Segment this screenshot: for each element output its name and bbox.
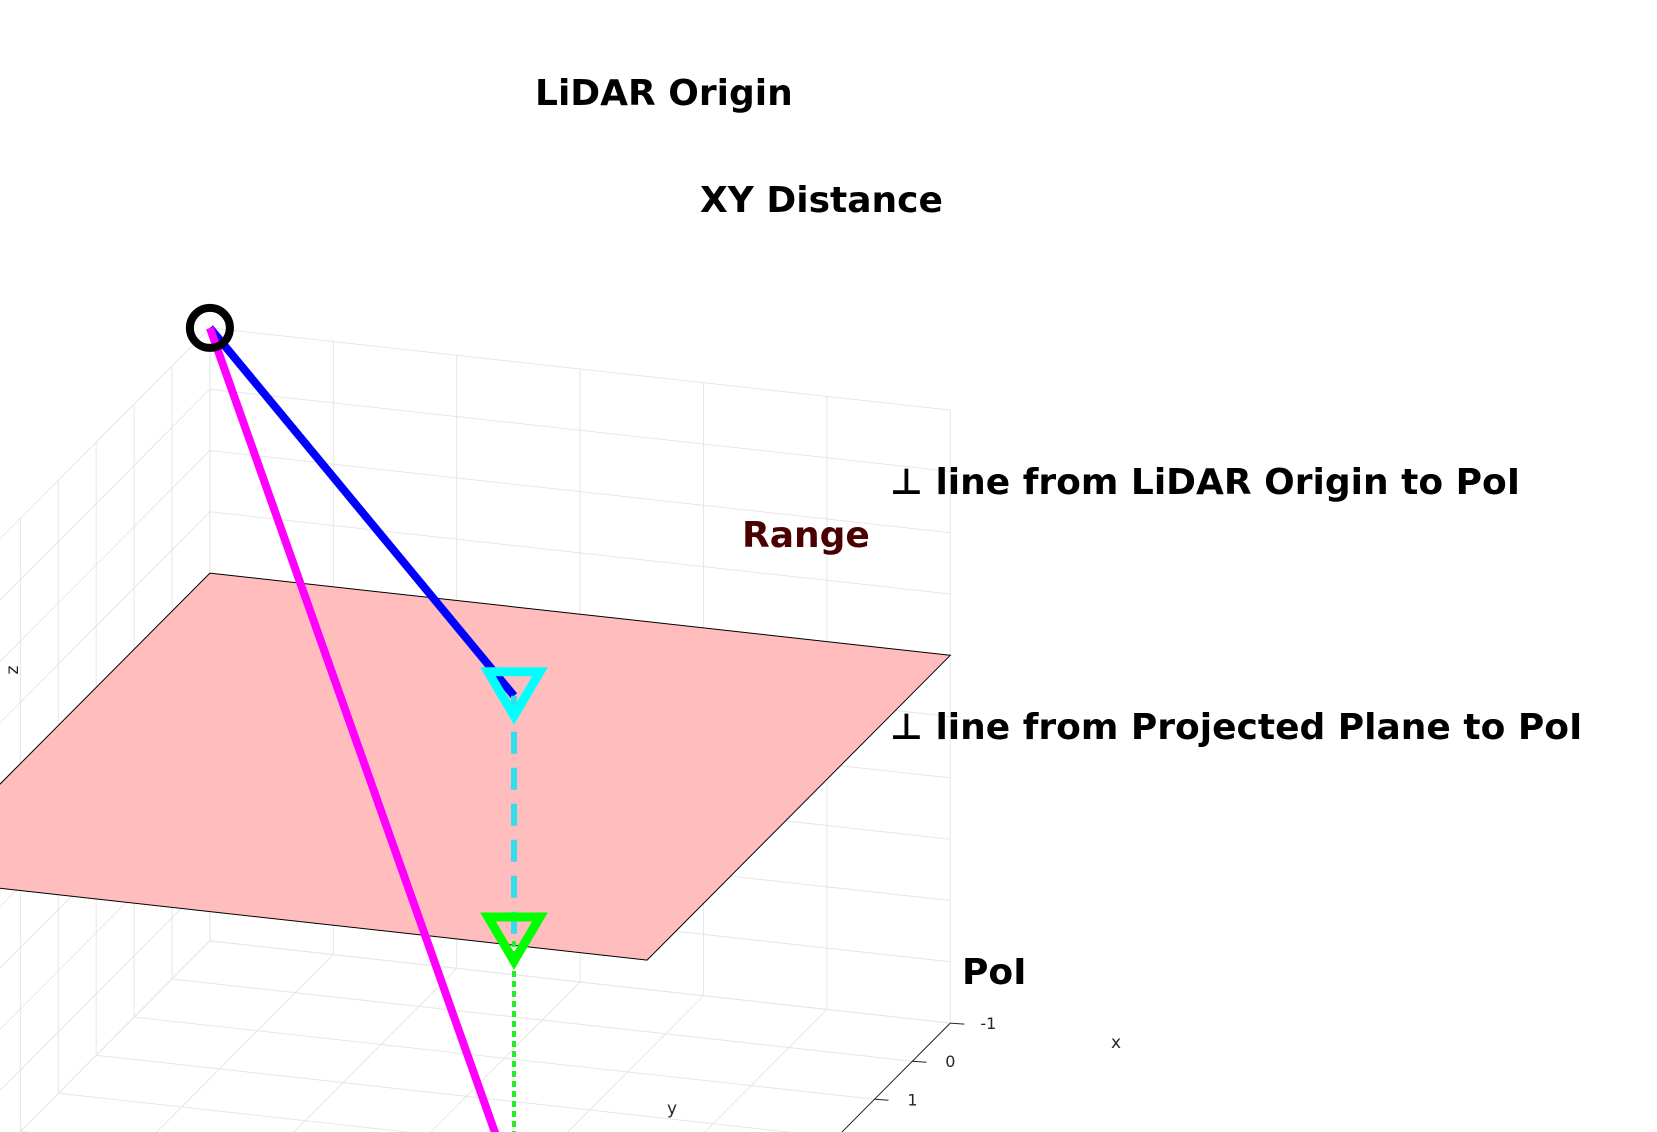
gridline-left-z [0,879,211,1092]
plane-layer [0,572,952,961]
annotation-perp-plane: ⊥ line from Projected Plane to PoI [890,707,1582,748]
axis-layer: 0123456-1012345670-0.5-1-1.5-2-2.5-3-3.5… [841,1014,996,1132]
x-tick-label: 0 [945,1052,955,1071]
x-tick-label: 1 [907,1090,917,1109]
z-axis-label: z [3,665,23,674]
y-axis-label: y [667,1099,677,1119]
marker-layer [185,303,548,970]
gridline-floor-x [58,1092,412,1132]
x-axis-label: x [1111,1033,1121,1053]
projected-plane [0,572,952,961]
gridline-back-z [209,327,951,411]
gridline-back-z [209,388,951,472]
gridline-floor-y [293,967,458,1132]
gridline-left-z [0,511,211,724]
x-axis-line [841,1022,951,1132]
annotation-poi: PoI [962,952,1027,993]
gridline-back-z [209,450,951,534]
annotation-lidar-origin: LiDAR Origin [535,73,793,114]
gridline-floor-x [96,1054,793,1132]
x-tick [874,1098,889,1101]
segment-lidar_origin-projected_on_plane [206,325,518,699]
annotation-layer: LiDAR Origin XY Distance ⊥ line from LiD… [535,73,1582,993]
annotation-xy-distance: XY Distance [700,180,943,221]
gridline-left-z [19,940,211,1132]
gridline-floor-y [704,1009,828,1132]
gridline-left-z [0,388,211,601]
gridline-floor-y [430,981,581,1132]
annotation-range: Range [742,515,870,556]
gridline-back-z [209,511,951,595]
x-tick-label: 2 [870,1128,880,1132]
segment-lidar_origin-poi [206,326,500,1132]
gridline-left-z [0,450,211,663]
gridline-left-z [0,327,211,540]
x-tick [950,1022,965,1025]
lidar-origin-marker [185,303,234,352]
x-tick [912,1060,927,1063]
gridline-floor-y [567,995,704,1132]
plane-hit-marker [480,912,548,970]
x-tick-label: -1 [980,1014,996,1033]
gridline-floor-y [841,1022,951,1132]
projected-point-marker [480,667,548,725]
series-layer [206,325,518,1132]
annotation-perp-origin: ⊥ line from LiDAR Origin to PoI [890,462,1520,503]
gridline-floor-y [19,940,211,1132]
gridline-floor-y [156,954,334,1132]
